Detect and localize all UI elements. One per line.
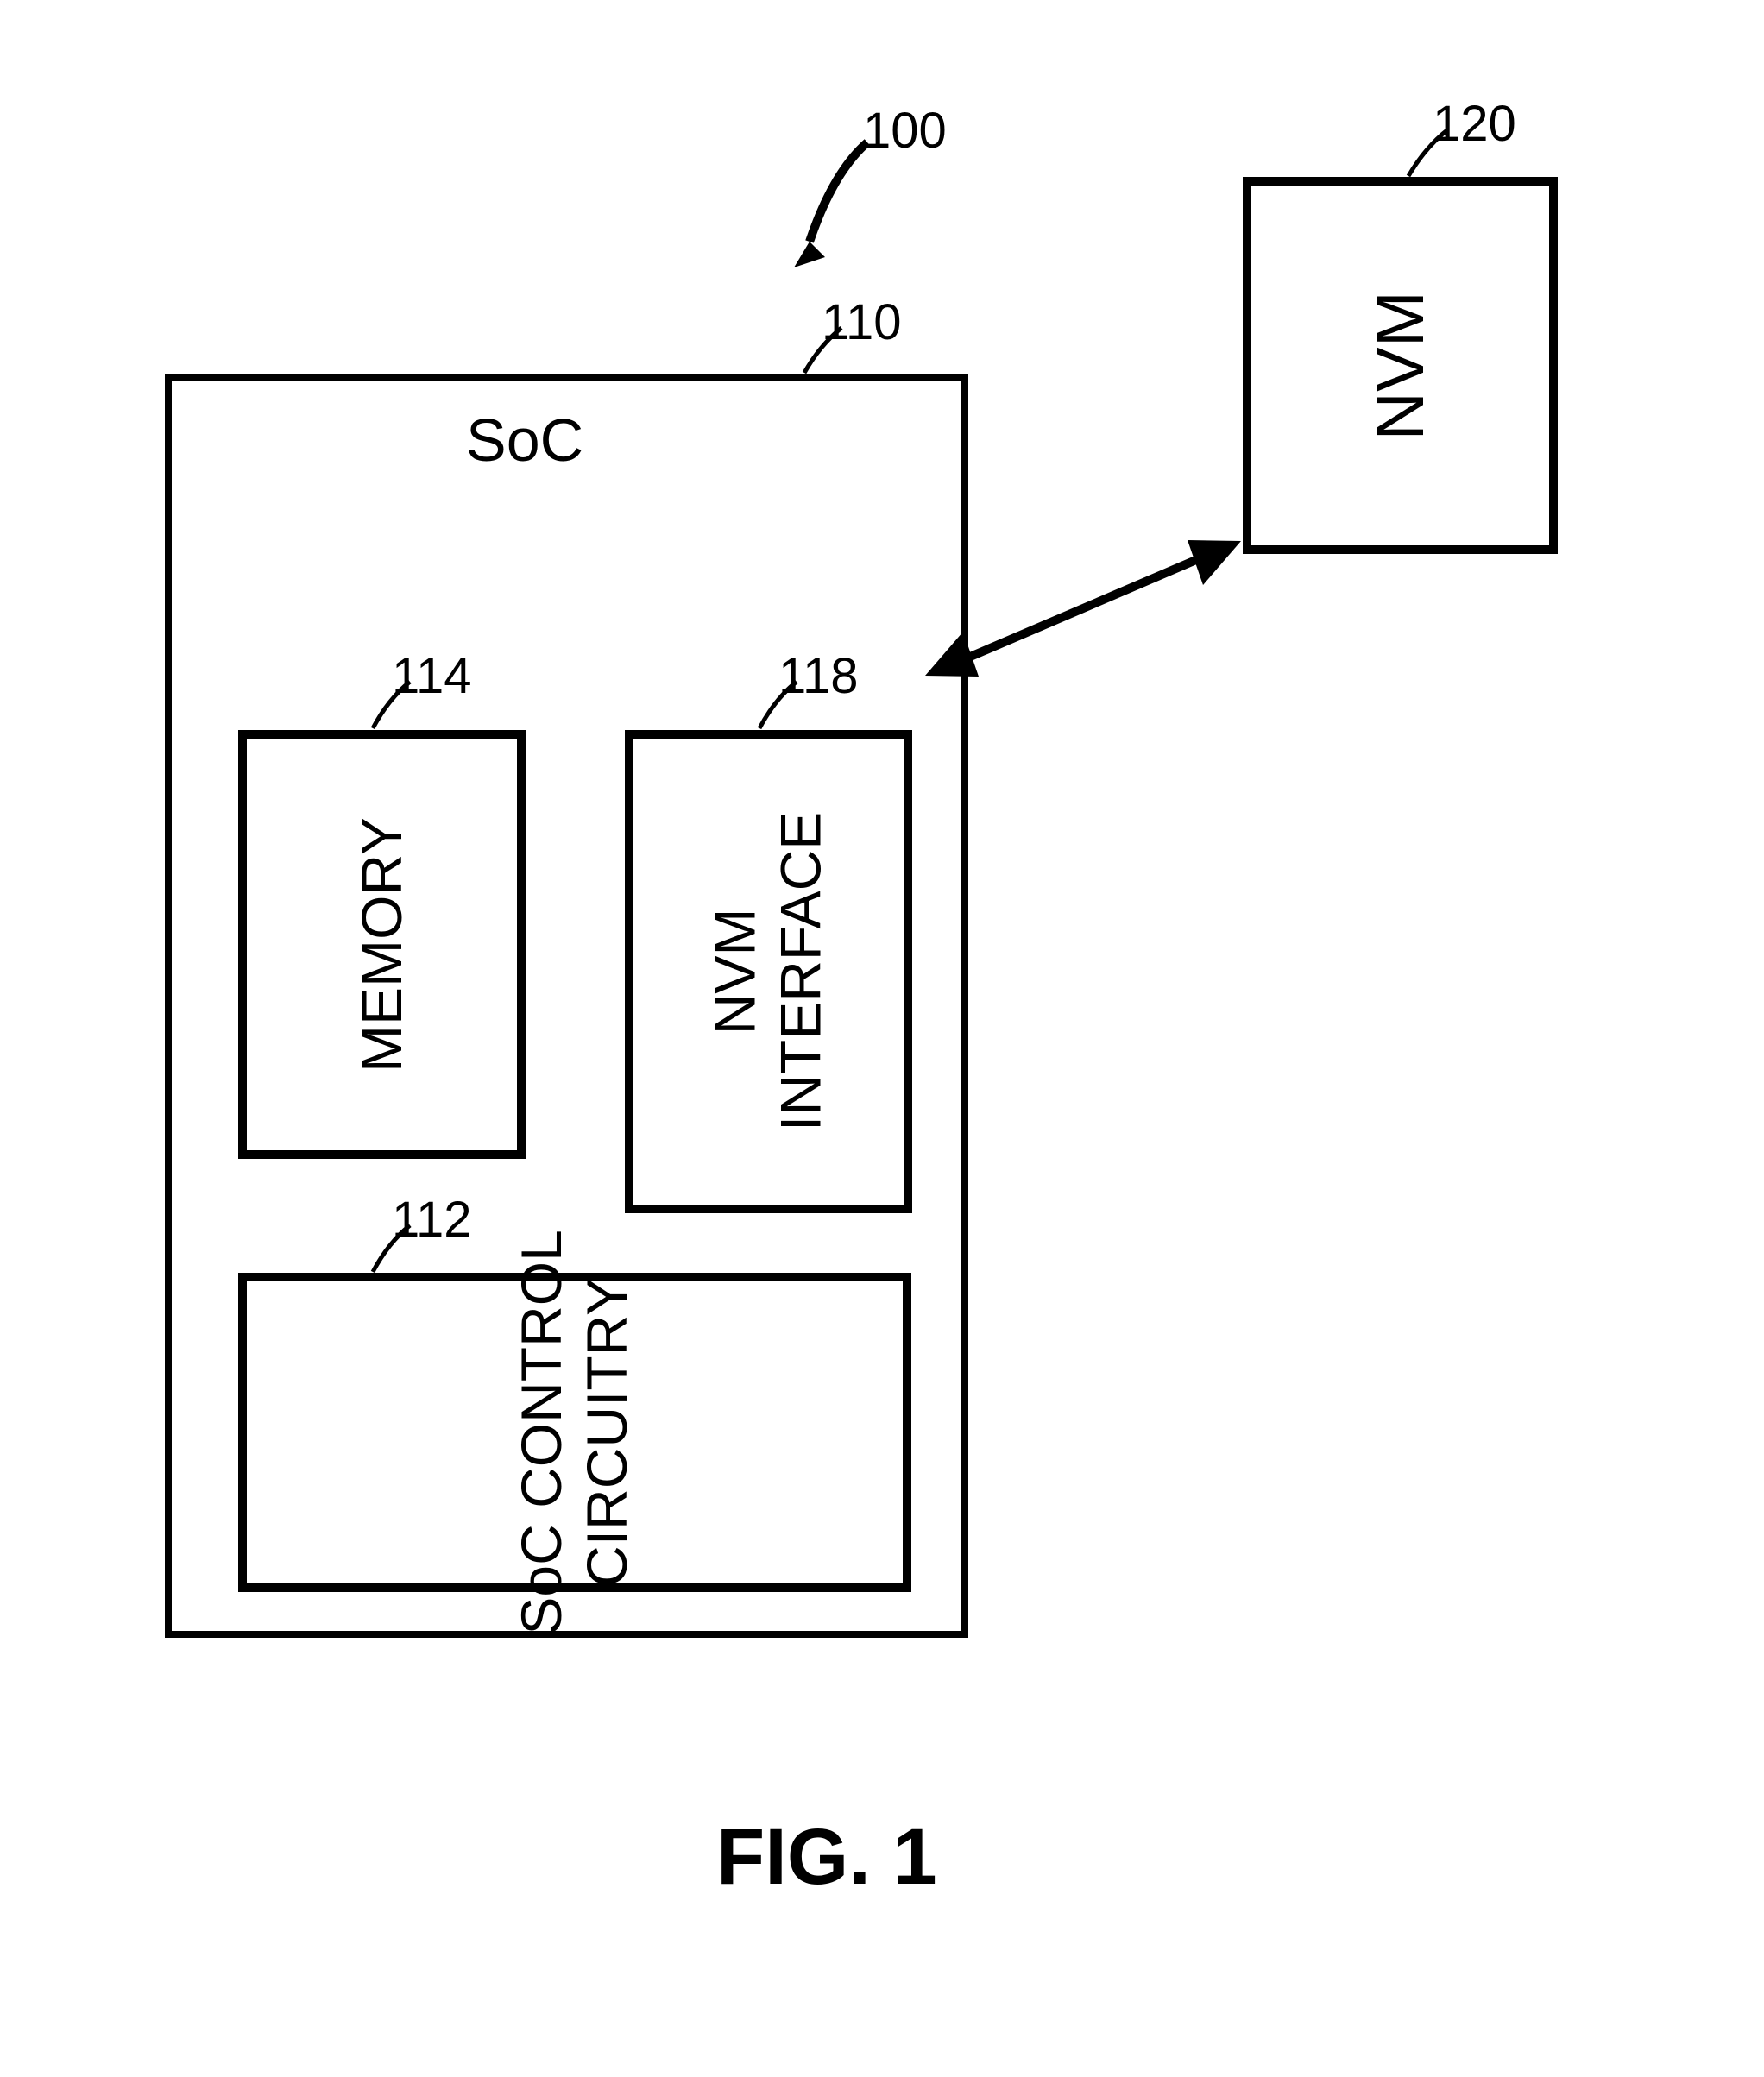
memory-label: MEMORY [350, 817, 415, 1073]
memory-box: MEMORY [238, 730, 526, 1159]
memory-ref-leader [362, 675, 440, 744]
soc-control-ref-leader [362, 1218, 440, 1287]
nvm-interface-ref-leader [749, 675, 827, 744]
soc-ref-leader [794, 319, 872, 388]
nvm-box: NVM [1243, 177, 1558, 554]
nvm-interface-box: NVM INTERFACE [625, 730, 912, 1213]
nvm-interface-to-nvm-arrow [906, 526, 1260, 690]
figure-canvas: 100 SoC 110 MEMORY 114 NVM INTERFACE 118… [0, 0, 1764, 2077]
soc-title: SoC [466, 406, 583, 475]
nvm-interface-label: NVM INTERFACE [703, 812, 835, 1131]
system-ref-leader [785, 129, 889, 285]
soc-control-box: SoC CONTROL CIRCUITRY [238, 1273, 911, 1592]
nvm-label: NVM [1362, 291, 1440, 440]
nvm-ref-leader [1398, 123, 1480, 192]
figure-caption: FIG. 1 [716, 1812, 937, 1903]
soc-control-label: SoC CONTROL CIRCUITRY [509, 1230, 640, 1634]
